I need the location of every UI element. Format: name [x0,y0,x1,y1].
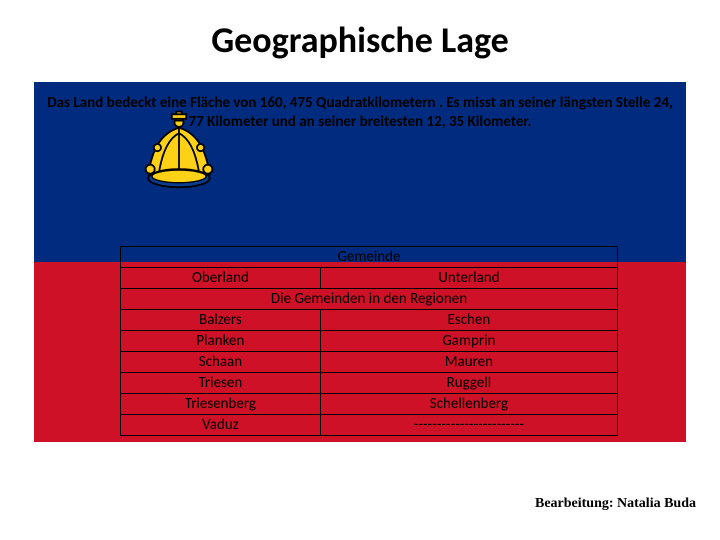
table-header: Gemeinde [121,247,618,268]
table-cell: Schaan [121,352,321,373]
region-oberland: Oberland [121,268,321,289]
table-cell: ------------------------ [320,415,617,436]
region-unterland: Unterland [320,268,617,289]
table-cell: Balzers [121,310,321,331]
page-title: Geographische Lage [0,0,720,72]
table-cell: Gamprin [320,331,617,352]
table-cell: Ruggell [320,373,617,394]
credit-line: Bearbeitung: Natalia Buda [535,496,696,512]
table-cell: Triesenberg [121,394,321,415]
table-cell: Mauren [320,352,617,373]
table-cell: Schellenberg [320,394,617,415]
table-cell: Planken [121,331,321,352]
description-paragraph: Das Land bedeckt eine Fläche von 160, 47… [44,94,676,132]
table-cell: Triesen [121,373,321,394]
municipality-table: Gemeinde Oberland Unterland Die Gemeinde… [120,246,618,436]
table-cell: Eschen [320,310,617,331]
table-cell: Vaduz [121,415,321,436]
table-subheader: Die Gemeinden in den Regionen [121,289,618,310]
